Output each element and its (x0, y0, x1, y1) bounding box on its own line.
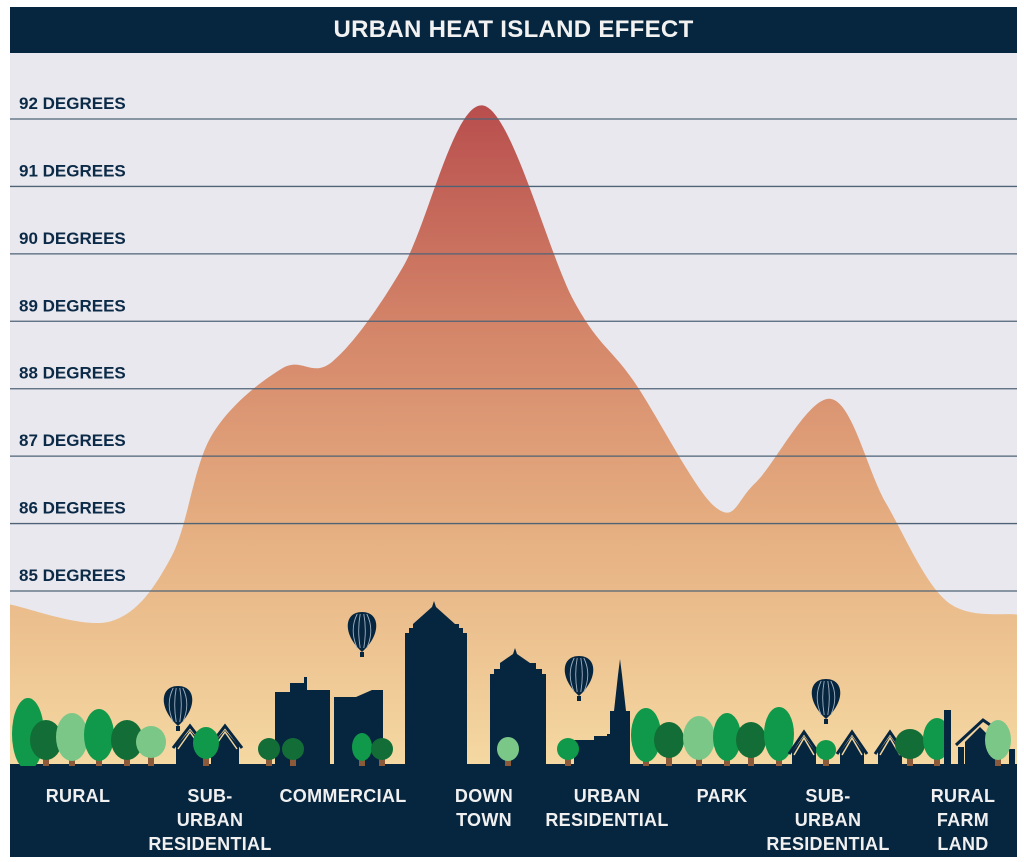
y-axis-labels: 92 DEGREES 91 DEGREES 90 DEGREES 89 DEGREES… (19, 94, 126, 585)
silo-icon (944, 710, 951, 766)
tree-icon (111, 720, 143, 760)
tree-icon (654, 722, 684, 758)
tree-icon (764, 707, 794, 761)
tree-icon (84, 709, 114, 761)
y-tick-label: 90 DEGREES (19, 229, 126, 248)
y-tick-label: 86 DEGREES (19, 499, 126, 518)
balloon-stripe (822, 680, 825, 716)
downtown-tower (405, 601, 467, 766)
y-tick-label: 88 DEGREES (19, 364, 126, 383)
category-label-rural: RURAL (45, 786, 111, 806)
tree-icon (258, 738, 280, 760)
tree-icon (557, 738, 579, 760)
fence-post (958, 747, 964, 766)
church-building (574, 659, 630, 766)
balloon-stripe (352, 613, 358, 649)
balloon-stripe (168, 687, 174, 723)
tree-icon (193, 727, 219, 759)
balloon-stripe (569, 657, 575, 693)
fence-post (1009, 749, 1015, 766)
infographic: 92 DEGREES 91 DEGREES 90 DEGREES 89 DEGREES… (10, 7, 1017, 857)
balloon-stripe (830, 680, 836, 716)
downtown-tower (490, 648, 546, 766)
y-tick-label: 85 DEGREES (19, 566, 126, 585)
balloon-basket (824, 719, 828, 724)
tree-icon (371, 738, 393, 760)
balloon-stripe (575, 657, 578, 693)
balloon-basket (577, 696, 581, 701)
chart-title: URBAN HEAT ISLAND EFFECT (333, 16, 694, 43)
category-bar: RURAL SUB- URBAN RESIDENTIAL COMMERCIAL … (10, 766, 1017, 857)
tree-icon (136, 726, 166, 758)
balloon-basket (360, 652, 364, 657)
tree-icon (352, 733, 372, 761)
category-label-commercial: COMMERCIAL (279, 786, 407, 806)
balloon-stripe (816, 680, 822, 716)
category-label-downtown: DOWN TOWN (454, 786, 514, 830)
title-bar: URBAN HEAT ISLAND EFFECT (10, 7, 1017, 53)
y-tick-label: 89 DEGREES (19, 296, 126, 315)
house-icon (792, 736, 816, 766)
tree-icon (683, 716, 715, 760)
house-roof-trim (841, 736, 863, 756)
y-tick-label: 92 DEGREES (19, 94, 126, 113)
balloon-stripe (580, 657, 583, 693)
balloon-stripe (366, 613, 372, 649)
tree-icon (895, 729, 925, 759)
tree-icon (497, 737, 519, 761)
tree-icon (30, 720, 62, 760)
balloon-stripe (827, 680, 830, 716)
balloon-basket (176, 726, 180, 731)
category-label-rural-farm-land: RURAL FARM LAND (930, 786, 996, 854)
y-tick-label: 87 DEGREES (19, 431, 126, 450)
gridlines (10, 118, 1017, 592)
temperature-area (10, 105, 1017, 767)
tree-icon (631, 708, 661, 762)
tree-icon (736, 722, 766, 758)
balloon-stripe (363, 613, 366, 649)
balloon-stripe (174, 687, 177, 723)
house-icon (878, 736, 902, 766)
tree-icon (985, 720, 1011, 760)
house-roof (835, 729, 869, 755)
tree-icon (816, 740, 836, 760)
balloon-stripe (583, 657, 589, 693)
tree-icon (282, 738, 304, 760)
category-label-suburban-residential-east: SUB- URBAN RESIDENTIAL (766, 786, 890, 854)
category-label-park: PARK (696, 786, 748, 806)
house-roof-trim (793, 736, 815, 756)
balloon-stripe (179, 687, 182, 723)
balloon-stripe (182, 687, 188, 723)
skyline (10, 601, 1017, 767)
house-roof (787, 729, 821, 755)
y-tick-label: 91 DEGREES (19, 161, 126, 180)
category-label-urban-residential: URBAN RESIDENTIAL (545, 786, 669, 830)
balloon-stripe (358, 613, 361, 649)
heat-chart: 92 DEGREES 91 DEGREES 90 DEGREES 89 DEGREES… (10, 94, 1017, 767)
tree-icon (713, 713, 741, 761)
tree-icon (56, 713, 88, 761)
house-icon (840, 736, 864, 766)
category-label-suburban-residential-west: SUB- URBAN RESIDENTIAL (148, 786, 272, 854)
